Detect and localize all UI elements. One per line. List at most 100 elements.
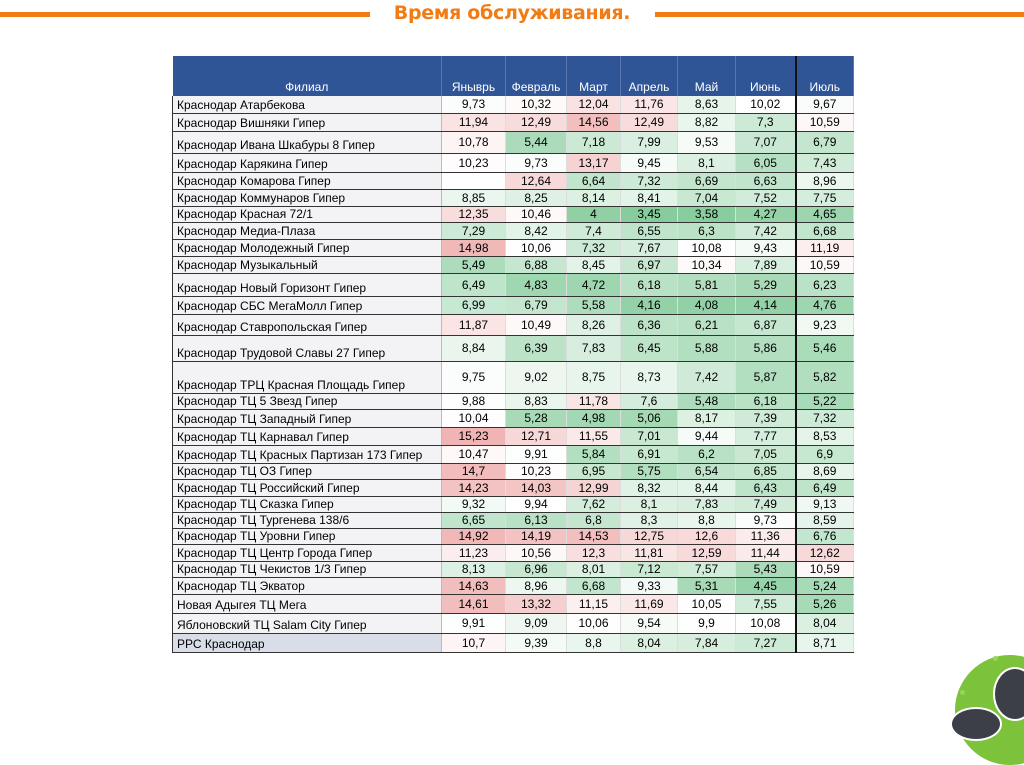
- branch-name-cell: Краснодар ТЦ Сказка Гипер: [172, 496, 442, 513]
- value-cell: 7,84: [677, 633, 736, 653]
- branch-name-cell: Краснодар Ивана Шкабуры 8 Гипер: [172, 131, 442, 154]
- value-cell: 7,29: [441, 222, 506, 240]
- value-cell: 9,94: [505, 496, 567, 513]
- value-cell: 8,04: [620, 633, 678, 653]
- value-cell: 10,49: [505, 314, 567, 336]
- branch-name-cell: Яблоновский ТЦ Salam City Гипер: [172, 613, 442, 634]
- value-cell: 7,89: [735, 256, 796, 274]
- value-cell: 7,18: [566, 131, 621, 154]
- value-cell: 6,79: [505, 296, 567, 315]
- value-cell: 8,17: [677, 409, 736, 428]
- table-row: Краснодар ТЦ Российский Гипер 14,23 14,03 1…: [172, 479, 854, 497]
- value-cell: 9,54: [620, 613, 678, 634]
- value-cell: 8,3: [620, 512, 678, 529]
- value-cell: 5,75: [620, 463, 678, 480]
- value-cell: 13,32: [505, 594, 567, 614]
- value-cell: 13,17: [566, 153, 621, 173]
- value-cell: 5,06: [620, 409, 678, 428]
- column-header-apr: Апрель: [620, 56, 678, 96]
- value-cell: 6,3: [677, 222, 736, 240]
- value-cell: 10,06: [505, 239, 567, 257]
- value-cell: 6,49: [794, 479, 854, 497]
- value-cell: 8,96: [505, 577, 567, 595]
- value-cell: 6,18: [735, 393, 796, 410]
- column-header-branch: Филиал: [172, 56, 442, 96]
- value-cell: 6,9: [794, 445, 854, 464]
- value-cell: 7,32: [620, 172, 678, 190]
- column-header-jan: Яныврь: [441, 56, 506, 96]
- value-cell: 5,26: [794, 594, 854, 614]
- value-cell: 4,45: [735, 577, 796, 595]
- value-cell: 6,05: [735, 153, 796, 173]
- value-cell: 6,45: [620, 335, 678, 362]
- alien-antenna: [993, 656, 998, 661]
- value-cell: 4,65: [794, 206, 854, 223]
- value-cell: 9,44: [677, 427, 736, 446]
- table-row: Краснодар Комарова Гипер 12,64 6,64 7,32 6,6…: [172, 172, 854, 190]
- branch-name-cell: Краснодар Музыкальный: [172, 256, 442, 274]
- value-cell: 6,85: [735, 463, 796, 480]
- branch-name-cell: Краснодар Молодежный Гипер: [172, 239, 442, 257]
- value-cell: 5,44: [505, 131, 567, 154]
- value-cell: 7,05: [735, 445, 796, 464]
- value-cell: 10,47: [441, 445, 506, 464]
- value-cell: 11,78: [566, 393, 621, 410]
- value-cell: 8,73: [620, 361, 678, 394]
- value-cell: 6,65: [441, 512, 506, 529]
- table-row: Краснодар Коммунаров Гипер 8,85 8,25 8,14 8,…: [172, 189, 854, 207]
- value-cell: 8,04: [794, 613, 854, 634]
- branch-name-cell: РРС Краснодар: [172, 633, 442, 653]
- value-cell: 14,92: [441, 528, 506, 545]
- branch-name-cell: Краснодар ТЦ Тургенева 138/6: [172, 512, 442, 529]
- value-cell: 3,58: [677, 206, 736, 223]
- value-cell: 14,03: [505, 479, 567, 497]
- value-cell: 7,04: [677, 189, 736, 207]
- value-cell: 10,23: [441, 153, 506, 173]
- value-cell: 12,04: [566, 96, 621, 114]
- value-cell: 8,1: [677, 153, 736, 173]
- value-cell: 9,91: [505, 445, 567, 464]
- value-cell: 5,88: [677, 335, 736, 362]
- alien-mascot-image: [950, 655, 1024, 765]
- value-cell: 4,76: [794, 296, 854, 315]
- title-bar-right: [655, 12, 1024, 17]
- value-cell: 14,61: [441, 594, 506, 614]
- table-row: Краснодар ТЦ Центр Города Гипер 11,23 10,5…: [172, 544, 854, 562]
- value-cell: 5,81: [677, 273, 736, 297]
- value-cell: 7,3: [735, 113, 796, 132]
- branch-name-cell: Краснодар Новый Горизонт Гипер: [172, 273, 442, 297]
- value-cell: 10,56: [505, 544, 567, 562]
- value-cell: 8,25: [505, 189, 567, 207]
- value-cell: 9,32: [441, 496, 506, 513]
- value-cell: 9,67: [794, 96, 854, 114]
- value-cell: 7,67: [620, 239, 678, 257]
- table-body: Краснодар Атарбекова 9,73 10,32 12,04 11,76 8…: [172, 96, 854, 653]
- value-cell: 15,23: [441, 427, 506, 446]
- value-cell: 6,96: [505, 561, 567, 578]
- value-cell: 9,39: [505, 633, 567, 653]
- value-cell: 8,01: [566, 561, 621, 578]
- value-cell: 8,8: [677, 512, 736, 529]
- value-cell: 7,4: [566, 222, 621, 240]
- table-row: Краснодар ТРЦ Красная Площадь Гипер 9,75 9…: [172, 361, 854, 394]
- value-cell: 8,59: [794, 512, 854, 529]
- value-cell: 9,23: [794, 314, 854, 336]
- table-row: Краснодар Музыкальный 5,49 6,88 8,45 6,97 10,…: [172, 256, 854, 274]
- branch-name-cell: Краснодар ТЦ Чекистов 1/3 Гипер: [172, 561, 442, 578]
- value-cell: 7,12: [620, 561, 678, 578]
- column-header-jul: Июль: [794, 56, 854, 96]
- value-cell: 6,18: [620, 273, 678, 297]
- value-cell: 5,46: [794, 335, 854, 362]
- branch-name-cell: Краснодар Ставропольская Гипер: [172, 314, 442, 336]
- value-cell: 8,85: [441, 189, 506, 207]
- value-cell: 7,49: [735, 496, 796, 513]
- value-cell: 6,69: [677, 172, 736, 190]
- value-cell: 11,94: [441, 113, 506, 132]
- value-cell: 6,99: [441, 296, 506, 315]
- value-cell: 6,95: [566, 463, 621, 480]
- value-cell: 6,8: [566, 512, 621, 529]
- value-cell: 7,83: [566, 335, 621, 362]
- value-cell: 7,52: [735, 189, 796, 207]
- value-cell: 6,88: [505, 256, 567, 274]
- value-cell: 11,44: [735, 544, 796, 562]
